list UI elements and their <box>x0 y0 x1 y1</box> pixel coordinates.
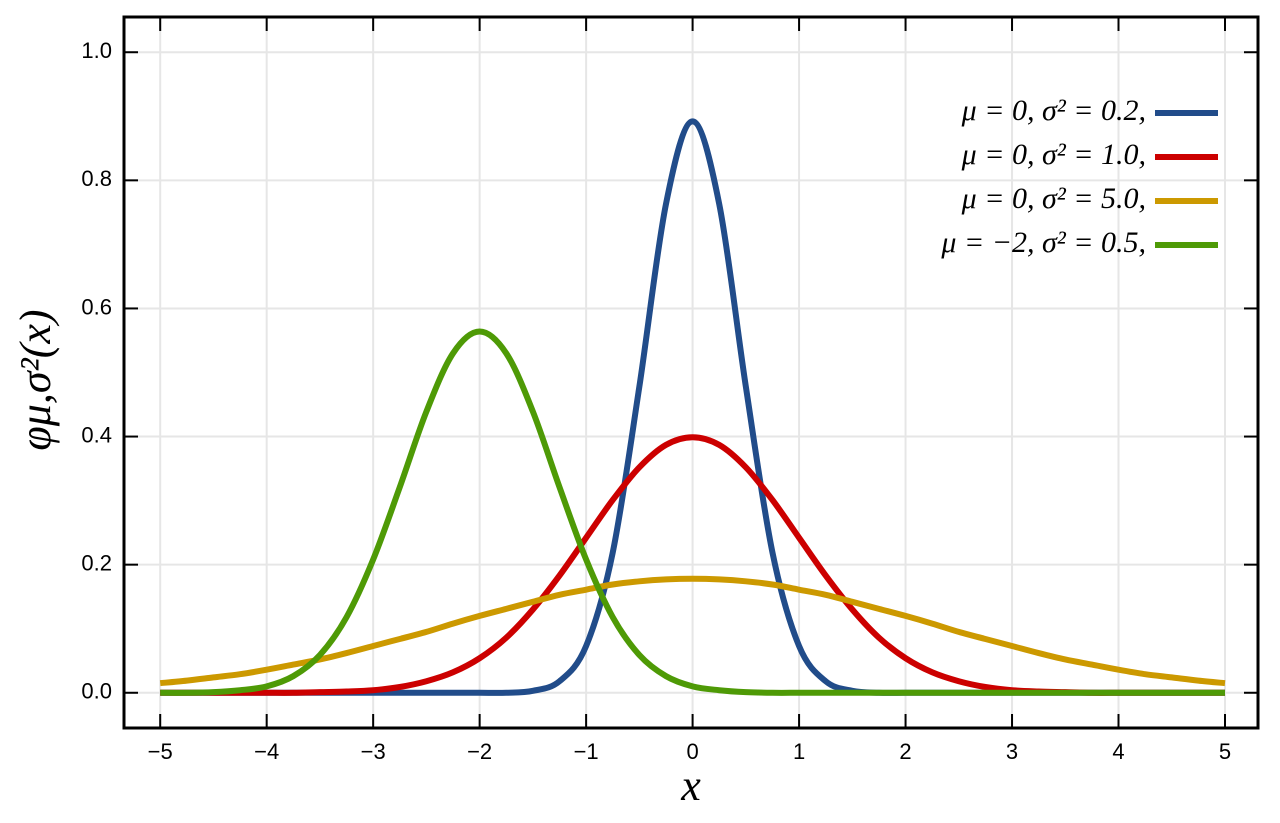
x-tick-label: −2 <box>467 739 492 764</box>
legend-label: μ = 0, σ² = 0.2, <box>961 94 1146 127</box>
x-tick-label: 1 <box>793 739 805 764</box>
plot-frame <box>122 15 1260 730</box>
x-tick-label: −5 <box>148 739 173 764</box>
y-tick-label: 0.6 <box>81 294 112 319</box>
y-tick-label: 0.0 <box>81 679 112 704</box>
y-tick-label: 0.8 <box>81 166 112 191</box>
y-axis-label: φμ,σ²(x) <box>11 309 60 450</box>
x-axis-label: x <box>680 761 701 810</box>
legend-label: μ = 0, σ² = 5.0, <box>961 182 1146 215</box>
legend-label: μ = 0, σ² = 1.0, <box>961 138 1146 171</box>
y-tick-label: 1.0 <box>81 38 112 63</box>
x-tick-label: −1 <box>574 739 599 764</box>
x-tick-label: 5 <box>1219 739 1231 764</box>
x-tick-label: 2 <box>899 739 911 764</box>
x-tick-label: 3 <box>1006 739 1018 764</box>
series-line <box>160 328 1225 696</box>
x-tick-label: −3 <box>361 739 386 764</box>
series-line <box>159 575 1226 687</box>
x-tick-label: 4 <box>1112 739 1124 764</box>
y-tick-label: 0.4 <box>81 422 112 447</box>
x-tick-label: −4 <box>254 739 279 764</box>
y-tick-label: 0.2 <box>81 550 112 575</box>
legend-label: μ = −2, σ² = 0.5, <box>940 226 1146 259</box>
x-tick-label: 0 <box>686 739 698 764</box>
